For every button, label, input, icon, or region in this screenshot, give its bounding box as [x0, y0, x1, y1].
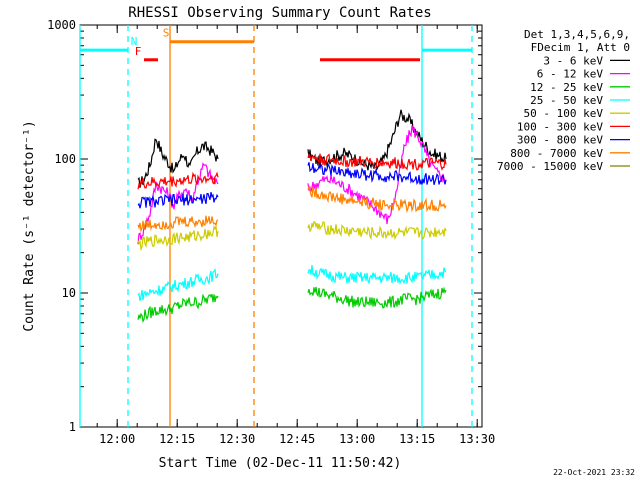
x-tick-label: 12:45: [279, 432, 315, 446]
legend-entry-label: 7000 - 15000 keV: [497, 160, 603, 173]
chart-title: RHESSI Observing Summary Count Rates: [128, 5, 431, 21]
flag-label-F: F: [135, 45, 142, 58]
series-line-50-100keV: [307, 220, 447, 241]
y-tick-label: 1000: [47, 18, 76, 32]
series-line-3-6keV: [137, 138, 219, 188]
legend-entry-label: 800 - 7000 keV: [510, 147, 603, 160]
x-tick-label: 12:15: [159, 432, 195, 446]
legend-entry-label: 6 - 12 keV: [537, 68, 604, 81]
y-tick-label: 1: [69, 420, 76, 434]
legend-entry-label: 300 - 800 keV: [517, 134, 603, 147]
series-line-800-7000keV: [137, 215, 219, 233]
series-line-25-50keV: [307, 265, 447, 286]
x-tick-label: 13:00: [339, 432, 375, 446]
flag-label-N: N: [131, 35, 138, 48]
series-line-50-100keV: [137, 225, 219, 252]
series-line-12-25keV: [307, 286, 447, 309]
series-line-100-300keV: [137, 171, 219, 190]
legend-entry-label: 3 - 6 keV: [543, 54, 603, 67]
timestamp: 22-Oct-2021 23:32: [553, 468, 635, 477]
legend-entry-label: 25 - 50 keV: [530, 94, 603, 107]
y-axis-label: Count Rate (s⁻¹ detector⁻¹): [22, 120, 37, 331]
legend-entry-label: 50 - 100 keV: [524, 107, 604, 120]
series-line-300-800keV: [137, 191, 219, 209]
x-tick-label: 13:15: [399, 432, 435, 446]
series-line-12-25keV: [137, 293, 219, 323]
x-tick-label: 12:00: [99, 432, 135, 446]
legend-entry-label: 12 - 25 keV: [530, 81, 603, 94]
x-tick-label: 12:30: [219, 432, 255, 446]
legend-entry-label: 100 - 300 keV: [517, 120, 603, 133]
series-line-300-800keV: [307, 162, 447, 185]
y-tick-label: 10: [62, 286, 76, 300]
series-line-25-50keV: [137, 267, 219, 301]
y-tick-label: 100: [54, 152, 76, 166]
flag-label-S: S: [163, 27, 170, 40]
legend-header: Det 1,3,4,5,6,9,: [524, 28, 630, 41]
x-tick-label: 13:30: [459, 432, 495, 446]
series-line-100-300keV: [307, 152, 447, 171]
series-line-6-12keV: [137, 162, 219, 245]
legend-header: FDecim 1, Att 0: [531, 41, 630, 54]
x-axis-label: Start Time (02-Dec-11 11:50:42): [159, 456, 402, 471]
series-line-800-7000keV: [307, 184, 447, 214]
